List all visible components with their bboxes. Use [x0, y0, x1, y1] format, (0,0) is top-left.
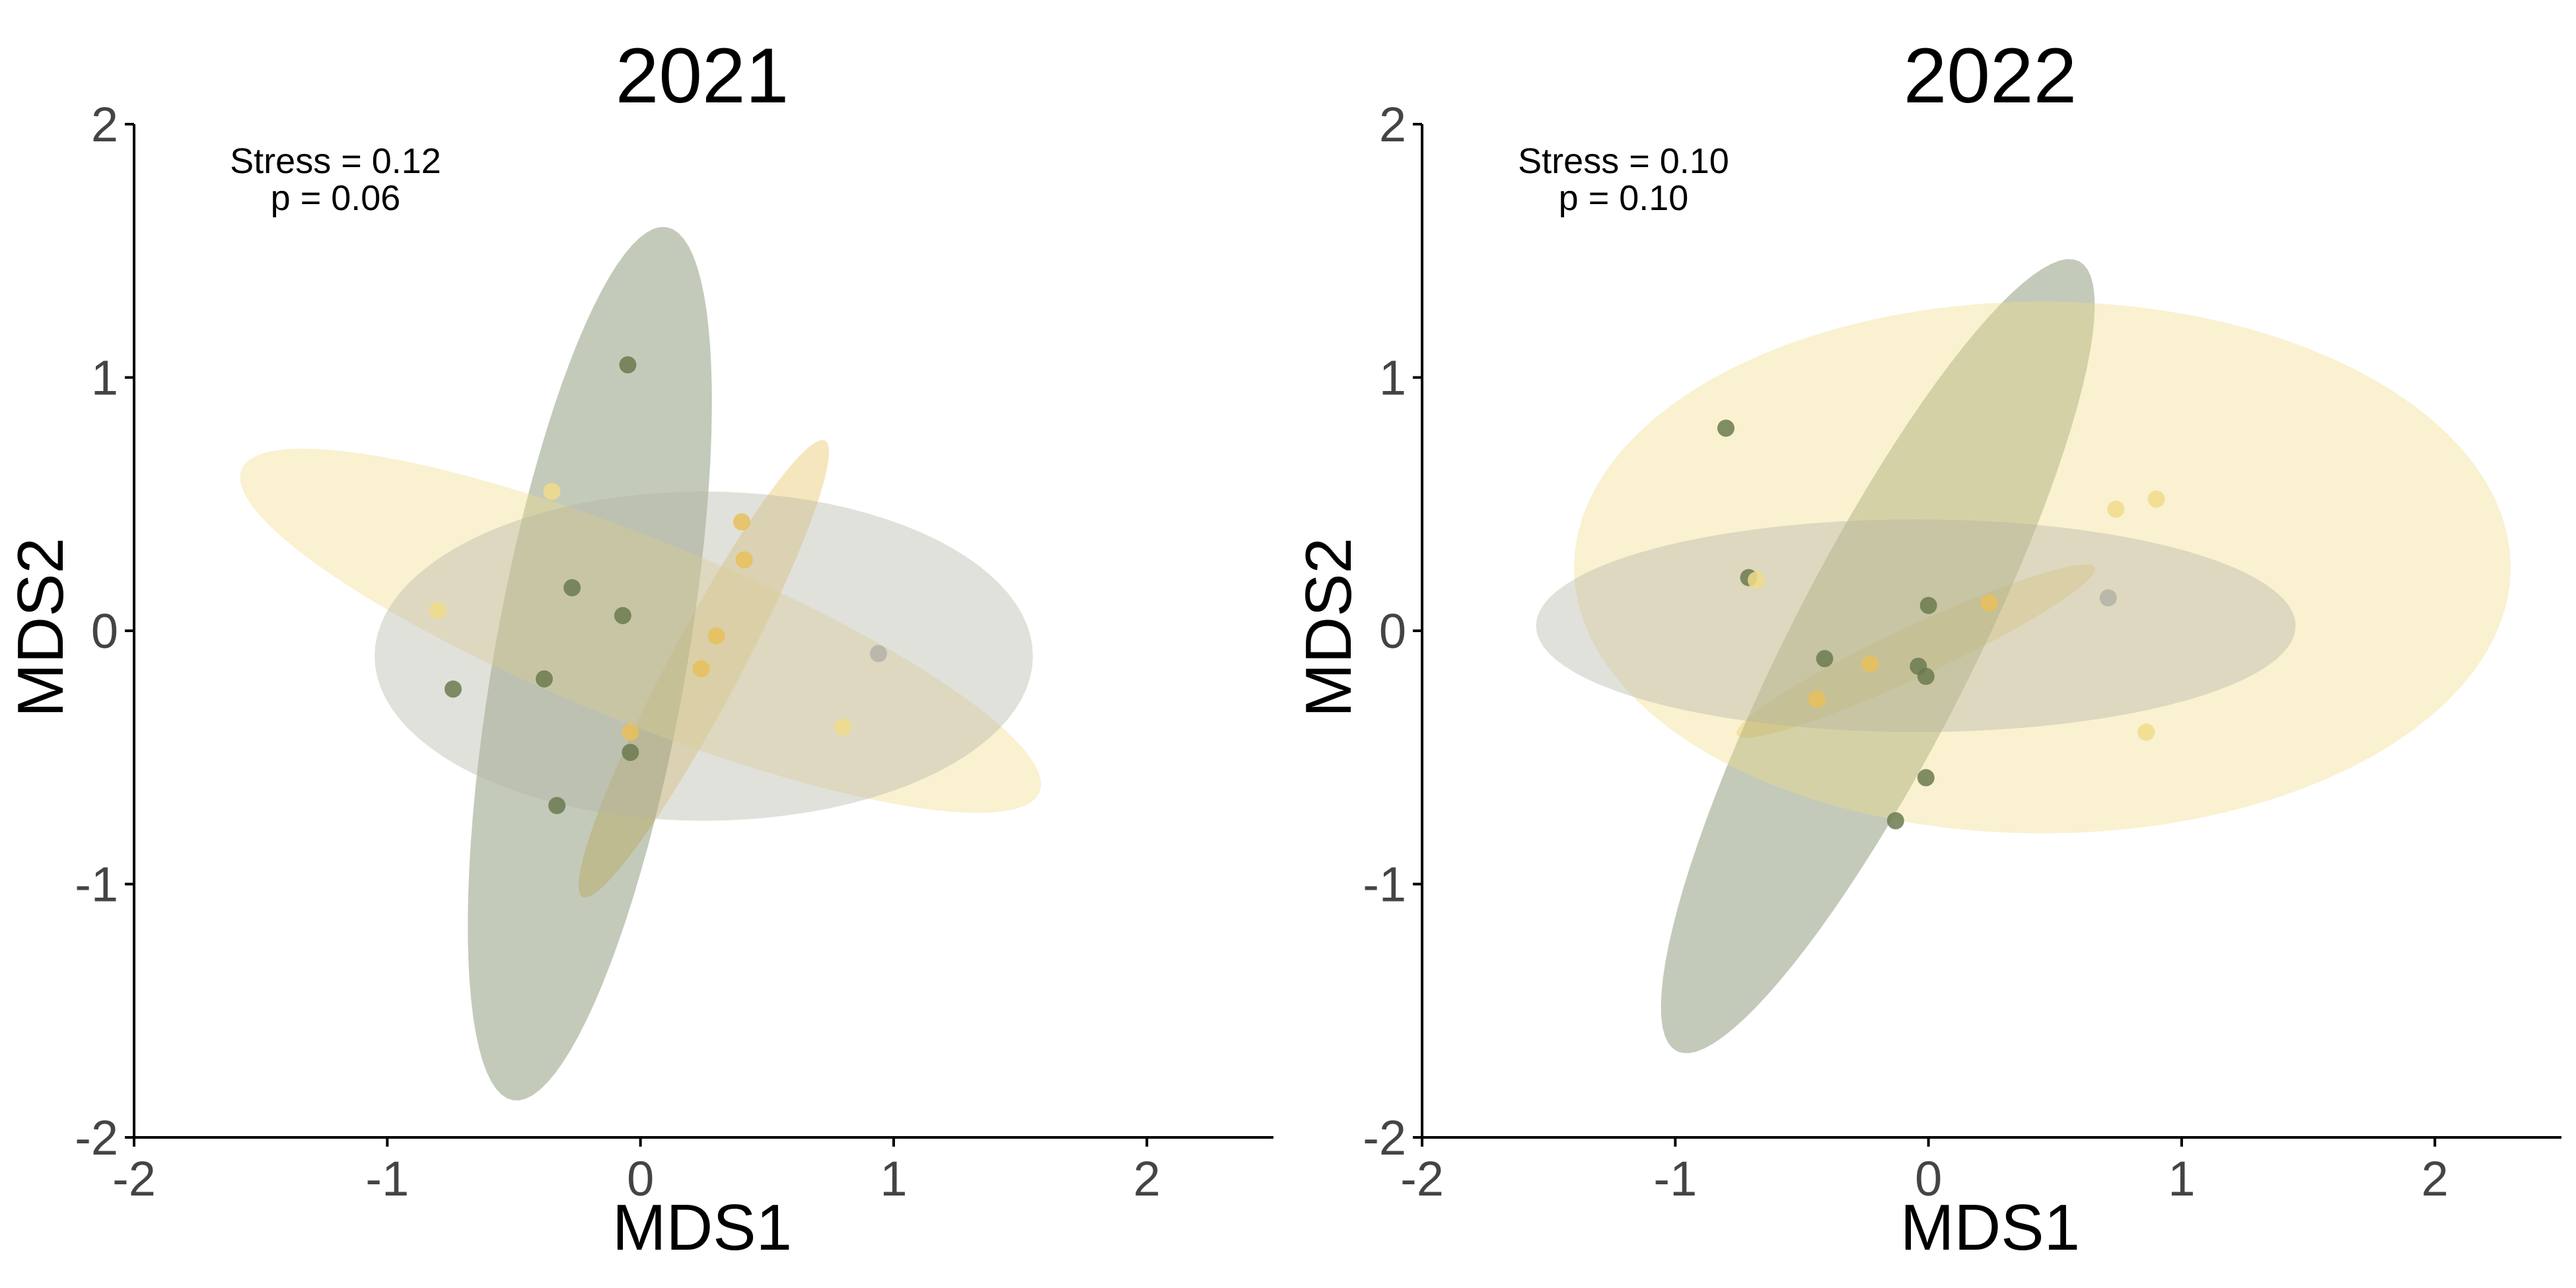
data-point: [429, 602, 447, 620]
x-tick-label: 0: [1915, 1151, 1942, 1206]
point-layer: [429, 356, 887, 814]
data-point: [1748, 571, 1765, 589]
point-layer: [1717, 419, 2165, 830]
x-tick-label: 0: [627, 1151, 654, 1206]
chart-title: 2021: [616, 32, 789, 120]
data-point: [2107, 500, 2125, 518]
data-point: [619, 356, 637, 374]
y-tick-label: 0: [1379, 604, 1406, 659]
panel-2022: 2022 MDS1 MDS2 Stress = 0.10 p = 0.10 -2…: [1292, 32, 2561, 1264]
x-tick-label: 1: [880, 1151, 907, 1206]
data-point: [870, 645, 887, 662]
axes: -2 -1 0 1 2 -2 -1 0 1 2: [1363, 97, 2561, 1206]
group-ellipse-4: [375, 491, 1033, 821]
x-tick-label: -2: [1400, 1151, 1444, 1206]
x-axis-title: MDS1: [1900, 1191, 2080, 1264]
data-point: [536, 670, 553, 688]
data-point: [1980, 594, 1998, 612]
data-point: [543, 483, 561, 501]
stress-annotation: Stress = 0.10: [1518, 141, 1729, 181]
y-tick-label: -2: [75, 1110, 118, 1165]
data-point: [1717, 419, 1735, 437]
group-ellipse-2: [1661, 259, 2095, 1054]
y-tick-label: 0: [91, 604, 118, 659]
ellipse-layer: [240, 227, 1041, 1101]
x-tick-label: -1: [1653, 1151, 1697, 1206]
data-point: [2099, 589, 2117, 607]
stress-annotation: Stress = 0.12: [230, 141, 441, 181]
data-point: [2137, 723, 2155, 741]
data-point: [548, 797, 566, 814]
x-tick-label: -1: [365, 1151, 409, 1206]
y-axis-title: MDS2: [1292, 538, 1365, 717]
y-tick-label: 2: [91, 97, 118, 152]
group-ellipse-1: [1736, 564, 2095, 738]
x-tick-label: 2: [2421, 1151, 2449, 1206]
y-tick-label: -1: [75, 857, 118, 912]
data-point: [692, 660, 710, 678]
data-point: [1808, 690, 1826, 708]
chart-title: 2022: [1904, 32, 2077, 120]
data-point: [1917, 668, 1935, 686]
group-ellipse-2: [468, 227, 712, 1101]
x-tick-label: -2: [112, 1151, 156, 1206]
y-tick-label: 2: [1379, 97, 1406, 152]
y-tick-label: 1: [1379, 351, 1406, 406]
data-point: [2147, 490, 2165, 508]
y-tick-label: 1: [91, 351, 118, 406]
p-value-annotation: p = 0.06: [271, 178, 401, 218]
x-tick-label: 1: [2168, 1151, 2195, 1206]
panel-2021: 2021 MDS1 MDS2 Stress = 0.12 p = 0.06 -2…: [4, 32, 1273, 1264]
data-point: [1917, 769, 1935, 787]
y-tick-label: -2: [1363, 1110, 1406, 1165]
y-axis-title: MDS2: [4, 538, 77, 717]
axes: -2 -1 0 1 2 -2 -1 0 1 2: [75, 97, 1273, 1206]
data-point: [622, 723, 639, 741]
data-point: [563, 579, 581, 596]
data-point: [1816, 650, 1834, 668]
data-point: [622, 744, 639, 762]
x-tick-label: 2: [1133, 1151, 1161, 1206]
data-point: [1861, 655, 1879, 672]
data-point: [733, 513, 750, 531]
group-ellipse-4: [1536, 519, 2296, 733]
x-axis-title: MDS1: [612, 1191, 792, 1264]
data-point: [707, 627, 725, 645]
data-point: [1886, 812, 1904, 830]
ellipse-layer: [1536, 259, 2511, 1054]
y-tick-label: -1: [1363, 857, 1406, 912]
data-point: [614, 606, 631, 624]
data-point: [735, 551, 753, 569]
p-value-annotation: p = 0.10: [1559, 178, 1689, 218]
data-point: [1919, 596, 1937, 614]
data-point: [834, 718, 852, 736]
data-point: [445, 680, 462, 698]
group-ellipse-3: [1574, 301, 2511, 834]
